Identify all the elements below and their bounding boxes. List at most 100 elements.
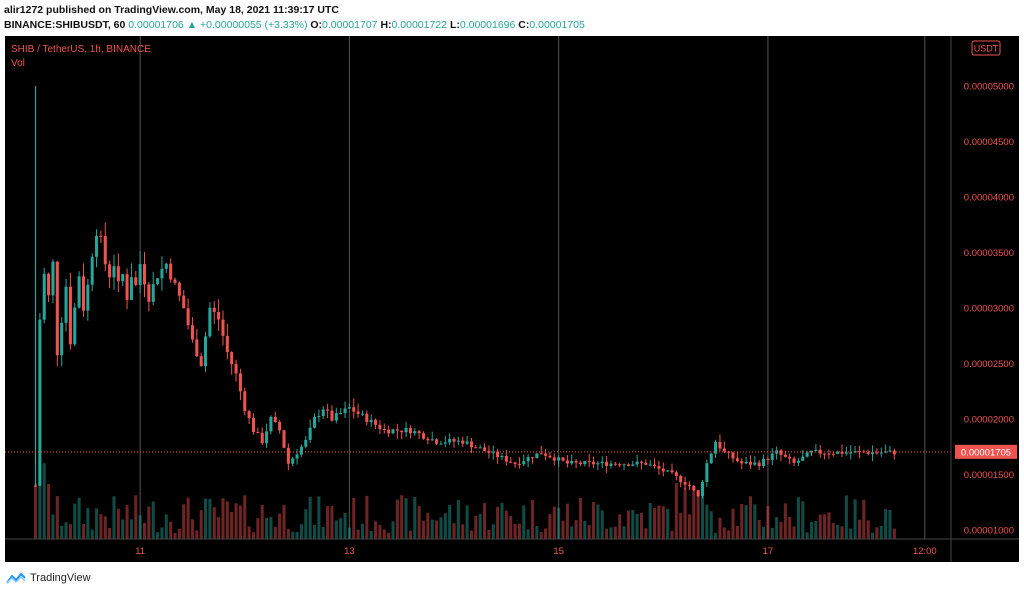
candle-body xyxy=(639,461,644,463)
candle-body xyxy=(770,453,774,460)
candle-body xyxy=(687,484,691,486)
volume-bar xyxy=(55,496,59,539)
candle-body xyxy=(426,438,430,441)
candle-body xyxy=(762,458,766,467)
volume-bar xyxy=(182,504,186,539)
volume-bar xyxy=(700,483,705,539)
candle-body xyxy=(731,452,735,459)
candle-body xyxy=(583,461,587,465)
publish-text: alir1272 published on TradingView.com, M… xyxy=(4,4,339,16)
currency-badge[interactable]: USDT xyxy=(971,40,1001,56)
volume-bar xyxy=(256,518,260,539)
time-tick-label: 17 xyxy=(763,546,774,557)
volume-bar xyxy=(391,521,395,539)
volume-bar xyxy=(696,494,700,539)
candle-body xyxy=(103,235,107,265)
candle-body xyxy=(374,419,378,425)
candle-body xyxy=(853,451,857,453)
candle-body xyxy=(474,447,478,449)
footer[interactable]: TradingView xyxy=(6,569,91,587)
candle-body xyxy=(221,319,225,336)
volume-bar xyxy=(408,530,412,539)
chart-area[interactable]: 0.00001000 0.00001500 0.00002000 0.00002500… xyxy=(5,36,1019,562)
candle-body xyxy=(173,279,177,283)
price-change: +0.00000055 (+3.33%) xyxy=(200,19,308,31)
high-value: 0.00001722 xyxy=(391,19,448,31)
time-axis[interactable]: 11 13 15 17 12:00 xyxy=(135,546,937,557)
candle-body xyxy=(129,277,133,300)
volume-bar xyxy=(884,509,888,539)
candle-body xyxy=(86,284,90,311)
volume-bar xyxy=(439,517,443,539)
volume-bar xyxy=(496,506,500,539)
candle-body xyxy=(33,485,38,487)
candle-body xyxy=(230,352,234,365)
volume-bar xyxy=(121,519,125,539)
candle-body xyxy=(156,278,160,285)
price-chart[interactable]: 0.00001000 0.00001500 0.00002000 0.00002500… xyxy=(5,36,1019,562)
volume-bar xyxy=(491,524,495,539)
volume-bar xyxy=(86,508,90,539)
high-label: H: xyxy=(380,19,392,31)
low-label: L: xyxy=(449,19,460,31)
volume-bar xyxy=(68,524,72,539)
volume-bar xyxy=(465,505,469,539)
candle-body xyxy=(225,335,229,353)
candle-body xyxy=(217,312,221,320)
volume-bar xyxy=(740,503,744,539)
volume-bar xyxy=(687,514,691,539)
candle-body xyxy=(578,462,582,465)
candle-body xyxy=(395,429,399,431)
candle-body xyxy=(282,430,286,448)
candle-body xyxy=(42,273,46,320)
price-axis[interactable]: 0.00001000 0.00001500 0.00002000 0.00002500… xyxy=(964,81,1014,536)
volume-bar xyxy=(321,526,325,539)
candle-body xyxy=(535,453,539,459)
volume-bar xyxy=(435,520,439,539)
volume-bar xyxy=(278,513,282,539)
volume-bar xyxy=(714,532,718,539)
candle-body xyxy=(182,295,186,309)
volume-bar xyxy=(788,516,792,539)
volume-bar xyxy=(138,515,142,539)
volume-bar xyxy=(535,526,539,539)
volume-bar xyxy=(605,528,609,539)
candle-body xyxy=(840,451,844,454)
volume-bar xyxy=(142,522,147,539)
candle-body xyxy=(709,453,713,464)
price-tick-label: 0.00001000 xyxy=(964,526,1014,537)
candle-body xyxy=(208,307,212,337)
volume-bar xyxy=(718,517,722,539)
volume-bar xyxy=(217,517,221,539)
volume-bar xyxy=(230,511,234,539)
candle-body xyxy=(68,286,72,345)
candle-body xyxy=(108,264,112,278)
close-label: C: xyxy=(518,19,530,31)
candle-body xyxy=(95,235,99,257)
candle-body xyxy=(321,409,325,417)
chart-header: alir1272 published on TradingView.com, M… xyxy=(4,3,1020,33)
volume-bar xyxy=(679,512,683,539)
volume-bar xyxy=(448,504,452,539)
volume-bar xyxy=(796,497,800,539)
volume-bar xyxy=(173,532,177,539)
volume-bar xyxy=(622,526,626,539)
candle-body xyxy=(81,276,85,311)
volume-bar xyxy=(509,515,513,539)
candle-body xyxy=(622,464,626,466)
candle-body xyxy=(435,439,439,444)
candle-body xyxy=(618,464,622,466)
candle-body xyxy=(256,432,260,434)
volume-bar xyxy=(735,525,739,539)
candle-body xyxy=(169,263,173,280)
candle-body xyxy=(234,364,238,374)
volume-bar xyxy=(631,510,635,539)
tradingview-logo-icon xyxy=(6,572,26,584)
volume-bar xyxy=(613,526,617,539)
candle-body xyxy=(609,463,613,466)
candle-body xyxy=(884,451,888,453)
candle-body xyxy=(304,439,308,447)
price-tick-label: 0.00001500 xyxy=(964,470,1014,481)
volume-bar xyxy=(461,524,465,539)
volume-bar xyxy=(618,514,622,539)
